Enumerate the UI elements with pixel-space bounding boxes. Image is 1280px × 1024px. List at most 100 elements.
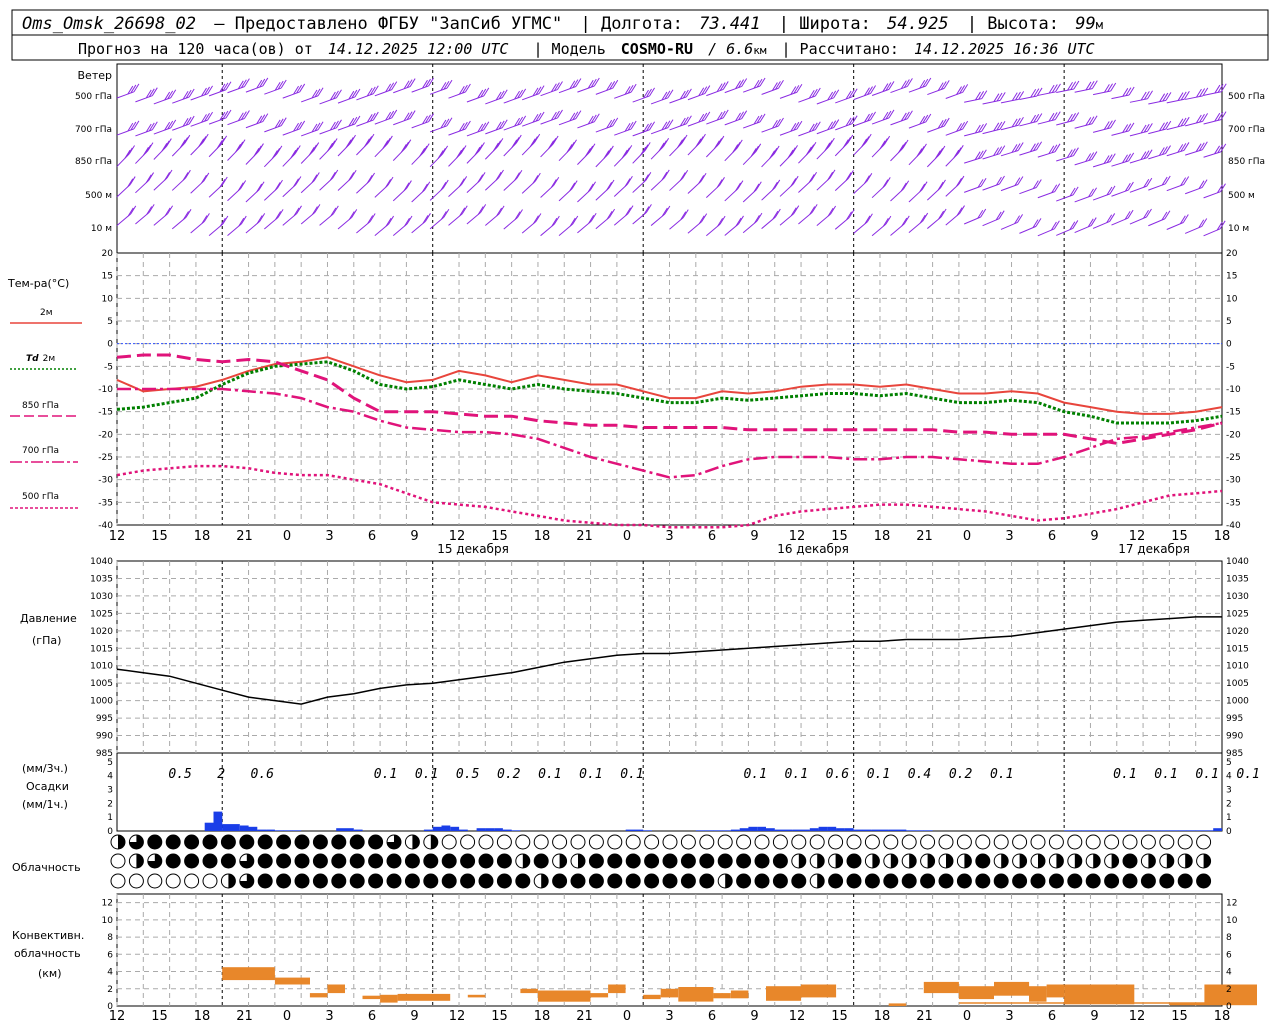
wind-barb-feather [569, 80, 576, 89]
wind-barb-feather [1195, 114, 1202, 124]
temp-series-1 [116, 360, 1223, 425]
wind-barb-feather [1220, 183, 1226, 192]
wind-barb-icon [669, 170, 689, 191]
wind-barb-icon [632, 204, 652, 225]
wind-barb-feather [756, 78, 763, 88]
cloud-symbol [1104, 853, 1120, 869]
temp-ytick-right: 5 [1226, 317, 1232, 327]
wind-barb-feather [225, 81, 232, 90]
cloud-symbol [202, 834, 218, 850]
wind-barb-feather [906, 78, 913, 87]
precip-bar [625, 829, 635, 831]
wind-barb-feather [1088, 152, 1095, 161]
wind-barb-icon [1056, 147, 1079, 162]
wind-barb-feather [755, 181, 762, 190]
wind-barb-feather [1054, 111, 1061, 120]
wind-barb-feather [754, 214, 760, 224]
wind-barb-feather [529, 138, 536, 148]
wind-barb-icon [1184, 179, 1208, 195]
wind-barb-feather [406, 79, 413, 88]
cloud-symbol [607, 853, 623, 869]
wind-barb-feather [237, 182, 244, 191]
wind-barb-feather [697, 136, 704, 145]
wind-barb-feather [1177, 144, 1184, 153]
wind-barb-feather [830, 90, 837, 100]
cloud-symbol [809, 853, 825, 869]
pres-ytick-right: 990 [1226, 732, 1243, 742]
wind-barb-icon [1148, 120, 1172, 135]
wind-barb-feather [741, 110, 748, 119]
conv-bar [537, 990, 591, 1002]
wind-barb-feather [934, 150, 941, 159]
wind-barb-feather [1124, 182, 1131, 192]
wind-barb-feather [458, 85, 465, 95]
wind-barb-feather [382, 140, 389, 149]
wind-barb-icon [521, 172, 541, 194]
wind-barb-icon [1000, 117, 1024, 131]
precip-bar [441, 825, 451, 831]
wind-barb-feather [385, 83, 392, 93]
wind-barb-feather [1090, 217, 1097, 226]
wind-barb-feather [1032, 219, 1039, 228]
wind-barb-feather [204, 113, 210, 122]
wind-barb-icon [798, 87, 821, 103]
lat-value: 54.925 [887, 14, 948, 34]
cloud-symbol [386, 873, 402, 889]
wind-barb-feather [185, 116, 192, 126]
wind-barb-feather [1180, 177, 1187, 186]
wind-barb-icon [374, 81, 398, 97]
wind-barb-icon [964, 123, 988, 137]
wind-barb-feather [535, 213, 542, 222]
cloud-overcast-icon [202, 834, 218, 850]
cloud-symbol [128, 873, 144, 889]
cloud-clear-icon [533, 834, 549, 850]
wind-barb-feather [796, 83, 803, 93]
cloud-symbol [570, 873, 586, 889]
wind-barb-feather [419, 148, 426, 157]
precip-bar [1151, 830, 1161, 831]
temp-ytick-left: 15 [102, 272, 113, 282]
wind-barb-icon [263, 145, 283, 168]
conv-label-2: облачность [14, 947, 81, 960]
wind-barb-feather [808, 123, 815, 133]
wind-barb-icon [227, 78, 250, 94]
cloud-symbol [1012, 873, 1028, 889]
cloud-overcast-icon [1159, 873, 1175, 889]
conv-ytick-left: 4 [107, 968, 113, 978]
wind-barb-feather [621, 149, 628, 159]
precip-3h-label: 0.5 [456, 767, 480, 782]
time-tick-bottom: 21 [236, 1009, 253, 1024]
wind-barb-feather [460, 145, 467, 154]
cloud-symbol [478, 873, 494, 889]
wind-barb-feather [391, 109, 398, 119]
cloud-symbol [901, 834, 917, 850]
wind-barb-icon [171, 209, 192, 230]
wind-barb-feather [974, 151, 981, 160]
cloud-quarter-fill [129, 835, 144, 850]
precip-bar [423, 829, 433, 831]
cloud-overcast-icon [184, 853, 200, 869]
wind-barb-feather [423, 143, 430, 152]
precip-bar [213, 811, 223, 831]
wind-barb-feather [1198, 142, 1205, 152]
temp-ytick-right: -10 [1226, 385, 1241, 395]
cloud-symbol [754, 853, 770, 869]
wind-barb-feather [385, 179, 392, 188]
precip-bar [1195, 830, 1205, 831]
temp-ytick-left: -30 [98, 476, 113, 486]
precip-bar [1204, 830, 1214, 831]
cloud-overcast-icon [975, 873, 991, 889]
wind-barb-icon [245, 213, 266, 234]
wind-barb-feather [1180, 143, 1187, 152]
wind-barb-feather [918, 145, 925, 155]
wind-barb-feather [679, 172, 686, 181]
wind-barb-feather [1216, 221, 1223, 231]
wind-barb-feather [845, 117, 852, 127]
pres-ytick-right: 1000 [1226, 697, 1249, 707]
wind-barb-feather [585, 148, 591, 157]
cloud-symbol [901, 853, 917, 869]
time-tick-bottom: 9 [1090, 1009, 1098, 1024]
cloud-overcast-icon [1030, 873, 1046, 889]
precip-bar [257, 829, 267, 831]
wind-barb-feather [704, 111, 711, 121]
